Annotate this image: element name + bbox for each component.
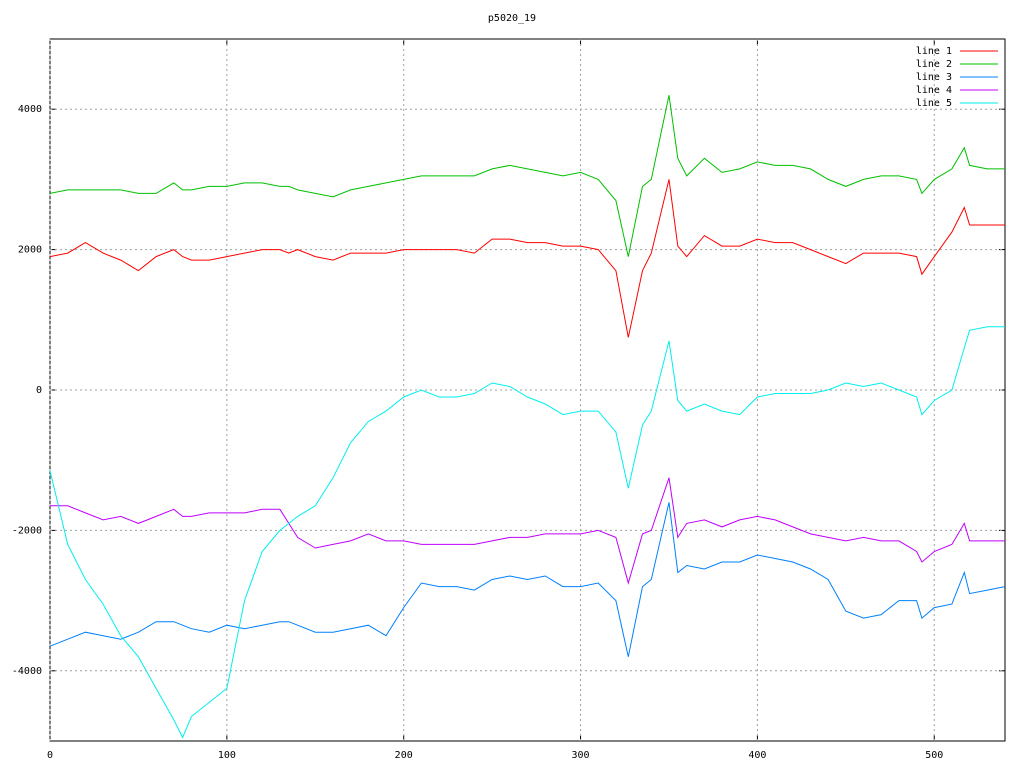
y-tick-label: -2000 bbox=[12, 525, 42, 536]
legend-label: line 3 bbox=[916, 72, 952, 83]
y-tick-label: 2000 bbox=[18, 245, 42, 256]
y-tick-label: -4000 bbox=[12, 666, 42, 677]
series-line bbox=[50, 477, 1005, 585]
legend-label: line 1 bbox=[916, 46, 952, 57]
series-line bbox=[49, 179, 1005, 338]
x-tick-label: 100 bbox=[218, 750, 236, 761]
x-tick-label: 200 bbox=[395, 750, 413, 761]
x-tick-label: 400 bbox=[748, 750, 766, 761]
x-tick-label: 500 bbox=[925, 750, 943, 761]
legend-label: line 5 bbox=[916, 98, 952, 109]
legend-label: line 2 bbox=[916, 59, 952, 70]
x-tick-label: 300 bbox=[572, 750, 590, 761]
legend-label: line 4 bbox=[916, 85, 952, 96]
series-line bbox=[49, 95, 1005, 257]
y-tick-label: 4000 bbox=[18, 104, 42, 115]
series-line bbox=[49, 326, 1005, 739]
y-tick-label: 0 bbox=[36, 385, 42, 396]
series-line bbox=[49, 502, 1006, 657]
x-tick-label: 0 bbox=[47, 750, 53, 761]
chart-title: p5020_19 bbox=[488, 13, 536, 24]
